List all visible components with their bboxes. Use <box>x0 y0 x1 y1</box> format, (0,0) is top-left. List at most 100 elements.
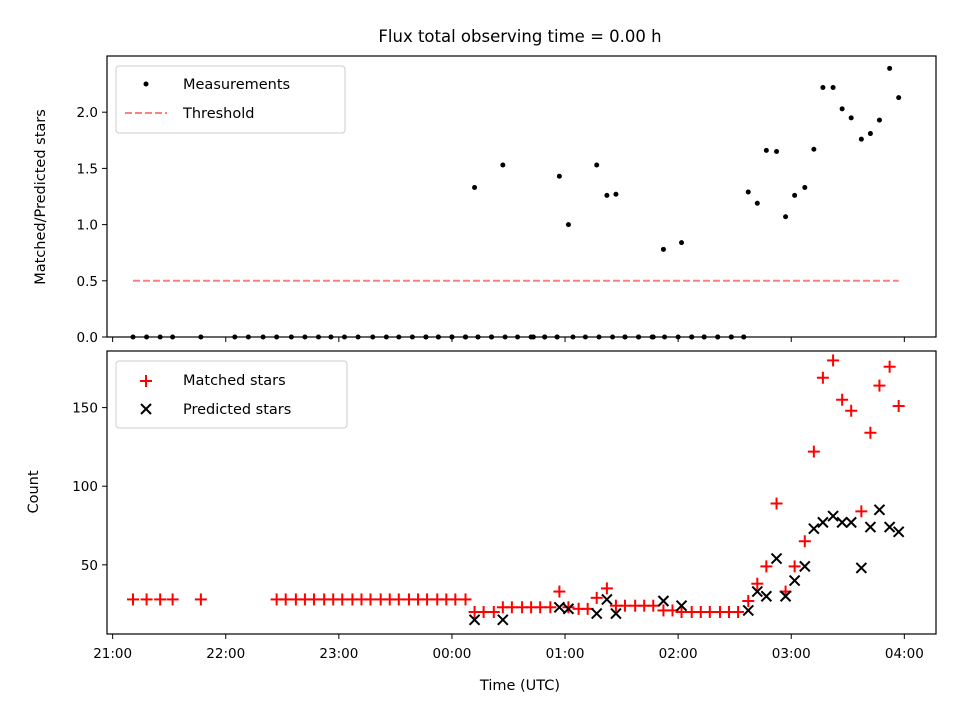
predicted-star-point <box>468 614 481 626</box>
matched-star-point <box>127 593 140 606</box>
matched-star-point <box>487 605 500 618</box>
measurement-point <box>745 189 751 195</box>
matched-star-point <box>459 593 472 606</box>
measurement-point <box>858 136 864 142</box>
bottom-xtick-label: 01:00 <box>546 646 585 662</box>
measurement-point <box>792 192 798 198</box>
bottom-xtick-label: 04:00 <box>885 646 924 662</box>
top-legend: Measurements Threshold <box>115 65 346 134</box>
matched-star-point <box>166 593 179 606</box>
x-axis-label: Time (UTC) <box>479 678 560 694</box>
bottom-panel: 50 100 150 21:00 22:00 23:00 00:00 01:00 02:00 0… <box>26 350 937 694</box>
bottom-ytick-label: 50 <box>81 558 98 574</box>
predicted-star-point <box>770 552 783 565</box>
measurement-point <box>848 115 854 121</box>
matched-star-point <box>600 582 613 595</box>
matched-star-point <box>477 605 490 618</box>
measurement-point <box>783 214 789 220</box>
matched-star-point <box>279 593 292 606</box>
matched-star-point <box>845 404 858 417</box>
matched-star-point <box>553 585 566 598</box>
matched-star-point <box>760 560 773 573</box>
predicted-star-point <box>788 574 801 587</box>
matched-star-point <box>544 601 557 614</box>
top-ytick-label: 0.0 <box>77 330 98 346</box>
top-axes-frame <box>106 55 937 338</box>
legend-predicted-marker <box>140 403 152 415</box>
bottom-xtick-label: 02:00 <box>659 646 698 662</box>
bottom-ytick-label: 100 <box>72 479 98 495</box>
measurement-point <box>839 106 845 112</box>
predicted-star-point <box>497 614 509 626</box>
measurement-point <box>556 173 562 179</box>
measurement-point <box>802 185 808 191</box>
matched-star-point <box>732 605 745 618</box>
bottom-axes-frame <box>106 350 937 635</box>
matched-star-point <box>140 593 153 606</box>
predicted-star-point <box>808 522 820 535</box>
predicted-star-point <box>742 604 754 617</box>
matched-star-point <box>742 594 755 607</box>
matched-star-point <box>449 593 462 606</box>
bottom-xtick-label: 23:00 <box>319 646 358 662</box>
legend-threshold-label: Threshold <box>182 106 254 122</box>
predicted-star-point <box>827 510 839 522</box>
matched-star-point <box>505 601 518 614</box>
matched-star-point <box>788 560 801 573</box>
bottom-xtick-label: 21:00 <box>93 646 132 662</box>
matched-star-point <box>892 400 905 413</box>
bottom-xtick-label: 00:00 <box>432 646 471 662</box>
measurement-point <box>774 149 780 155</box>
bottom-ytick-label: 150 <box>72 401 98 417</box>
matched-star-point <box>855 505 868 518</box>
measurement-point <box>565 222 571 228</box>
top-ytick-label: 2.0 <box>77 105 98 121</box>
predicted-star-point <box>892 526 905 538</box>
measurement-point <box>472 185 478 191</box>
top-panel: 0.00.51.01.52.0 Matched/Predicted stars … <box>33 55 937 346</box>
measurement-point <box>604 192 610 198</box>
predicted-star-point <box>845 516 857 529</box>
measurement-point <box>820 84 826 90</box>
matched-star-point <box>534 601 547 614</box>
bottom-xtick-label: 22:00 <box>206 646 245 662</box>
predicted-star-point <box>836 516 848 529</box>
matched-star-point <box>873 379 886 392</box>
top-ytick-label: 1.5 <box>77 161 98 177</box>
matched-star-point <box>590 591 603 604</box>
measurement-point <box>594 162 600 168</box>
matched-star-point <box>647 599 660 612</box>
matched-star-point <box>864 426 877 439</box>
matched-star-point <box>364 593 377 606</box>
measurement-point <box>660 246 666 252</box>
top-ytick-label: 1.0 <box>77 218 98 234</box>
predicted-star-point <box>760 590 773 602</box>
predicted-star-point <box>657 595 670 607</box>
matched-star-point <box>751 577 764 590</box>
bottom-xtick-label: 03:00 <box>772 646 811 662</box>
matched-star-point <box>392 593 405 606</box>
predicted-star-point <box>553 601 566 613</box>
predicted-star-point <box>799 560 811 573</box>
matched-star-point <box>154 593 167 606</box>
predicted-star-point <box>751 585 764 598</box>
legend-matched-marker <box>140 375 152 387</box>
legend-matched-label: Matched stars <box>183 373 286 389</box>
measurement-point <box>500 162 506 168</box>
matched-star-point <box>836 393 849 406</box>
predicted-star-point <box>779 590 792 602</box>
measurement-point <box>867 131 873 137</box>
predicted-star-point <box>873 504 886 516</box>
matched-star-point <box>562 601 575 614</box>
predicted-star-point <box>591 607 603 620</box>
matched-star-point <box>807 445 820 458</box>
matched-star-point <box>421 593 434 606</box>
legend-predicted-label: Predicted stars <box>183 402 291 418</box>
measurement-point <box>613 191 619 197</box>
predicted-star-point <box>675 599 688 612</box>
predicted-star-point <box>817 516 829 529</box>
legend-measurements-label: Measurements <box>183 77 290 93</box>
predicted-star-point <box>864 521 877 533</box>
predicted-star-point <box>610 607 622 620</box>
